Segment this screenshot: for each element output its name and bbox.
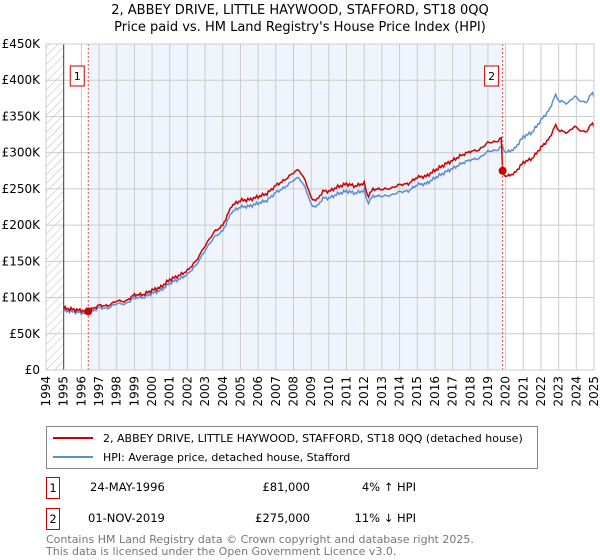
sale-date: 24-MAY-1996 [90, 480, 165, 494]
legend: 2, ABBEY DRIVE, LITTLE HAYWOOD, STAFFORD… [46, 426, 538, 469]
x-tick-label: 2012 [357, 376, 371, 407]
y-tick-label: £450K [2, 37, 42, 51]
sale-hpi-diff: 4% ↑ HPI [361, 480, 416, 494]
x-tick-label: 1995 [57, 376, 71, 407]
x-tick-label: 2025 [587, 376, 600, 407]
legend-swatch-blue [53, 456, 93, 458]
x-tick-label: 2016 [428, 376, 442, 407]
x-tick-label: 2000 [145, 376, 159, 407]
sale-price: £81,000 [262, 480, 310, 494]
x-tick-label: 2001 [163, 376, 177, 407]
y-tick-label: £0 [25, 363, 40, 377]
x-tick-label: 2008 [286, 376, 300, 407]
x-tick-label: 2003 [198, 376, 212, 407]
x-tick-label: 2006 [251, 376, 265, 407]
y-tick-label: £300K [2, 146, 42, 160]
y-tick-label: £50K [9, 327, 41, 341]
y-tick-label: £150K [2, 254, 42, 268]
sale-2-point [498, 166, 507, 175]
x-tick-label: 2020 [499, 376, 513, 407]
x-tick-label: 1999 [127, 376, 141, 407]
y-tick-label: £100K [2, 291, 42, 305]
x-tick-label: 2014 [393, 376, 407, 407]
ownership-shading [88, 44, 503, 370]
sale-2-label-box [484, 65, 500, 87]
x-tick-label: 2005 [233, 376, 247, 407]
x-tick-label: 1997 [92, 376, 106, 407]
x-tick-label: 2013 [375, 376, 389, 407]
price-paid-line [63, 121, 595, 314]
sale-1-label-box [69, 65, 85, 87]
x-tick-label: 2009 [304, 376, 318, 407]
y-tick-label: £250K [2, 182, 42, 196]
footer-line-2: This data is licensed under the Open Gov… [46, 545, 397, 558]
x-tick-label: 1998 [110, 376, 124, 407]
x-tick-label: 1996 [74, 376, 88, 407]
x-tick-label: 2018 [463, 376, 477, 407]
chart-subtitle: Price paid vs. HM Land Registry's House … [114, 20, 486, 35]
sale-marker-badge: 1 [46, 477, 60, 499]
sale-price: £275,000 [255, 511, 310, 525]
sale-hpi-diff: 11% ↓ HPI [354, 511, 416, 525]
plot-area: 1994 1995 1996 1997 1998 1999 2000 2001 2002 2003… [2, 37, 600, 407]
x-tick-label: 2024 [569, 376, 583, 407]
x-tick-label: 2023 [552, 376, 566, 407]
y-tick-label: £400K [2, 73, 42, 87]
x-tick-label: 2019 [481, 376, 495, 407]
x-tick-label: 2015 [410, 376, 424, 407]
sale-row-2: 2 01-NOV-2019 £275,000 11% ↓ HPI [46, 508, 600, 530]
sale-row-1: 1 24-MAY-1996 £81,000 4% ↑ HPI [46, 477, 600, 499]
x-tick-label: 2011 [340, 376, 354, 407]
sale-2-label: 2 [488, 70, 495, 83]
plot-border [45, 43, 595, 371]
chart-title: 2, ABBEY DRIVE, LITTLE HAYWOOD, STAFFORD… [111, 3, 489, 18]
legend-swatch-red [53, 437, 93, 439]
y-tick-label: £200K [2, 218, 42, 232]
hpi-line [63, 91, 595, 316]
footer-line-1: Contains HM Land Registry data © Crown c… [46, 533, 474, 546]
legend-label: 2, ABBEY DRIVE, LITTLE HAYWOOD, STAFFORD… [103, 431, 523, 445]
x-tick-label: 2022 [534, 376, 548, 407]
x-tick-label: 2004 [216, 376, 230, 407]
sale-date: 01-NOV-2019 [88, 511, 165, 525]
legend-item-property: 2, ABBEY DRIVE, LITTLE HAYWOOD, STAFFORD… [47, 429, 523, 447]
no-data-hatch [46, 44, 64, 370]
x-tick-label: 2010 [322, 376, 336, 407]
x-tick-label: 2021 [516, 376, 530, 407]
x-tick-label: 2002 [180, 376, 194, 407]
x-tick-label: 2007 [269, 376, 283, 407]
x-tick-label: 1994 [39, 376, 53, 407]
sale-1-point [84, 307, 93, 316]
x-tick-label: 2017 [446, 376, 460, 407]
sale-marker-badge: 2 [46, 508, 60, 530]
y-tick-label: £350K [2, 109, 42, 123]
legend-label: HPI: Average price, detached house, Staf… [103, 450, 351, 464]
sale-1-label: 1 [74, 70, 81, 83]
legend-item-hpi: HPI: Average price, detached house, Staf… [47, 448, 350, 466]
